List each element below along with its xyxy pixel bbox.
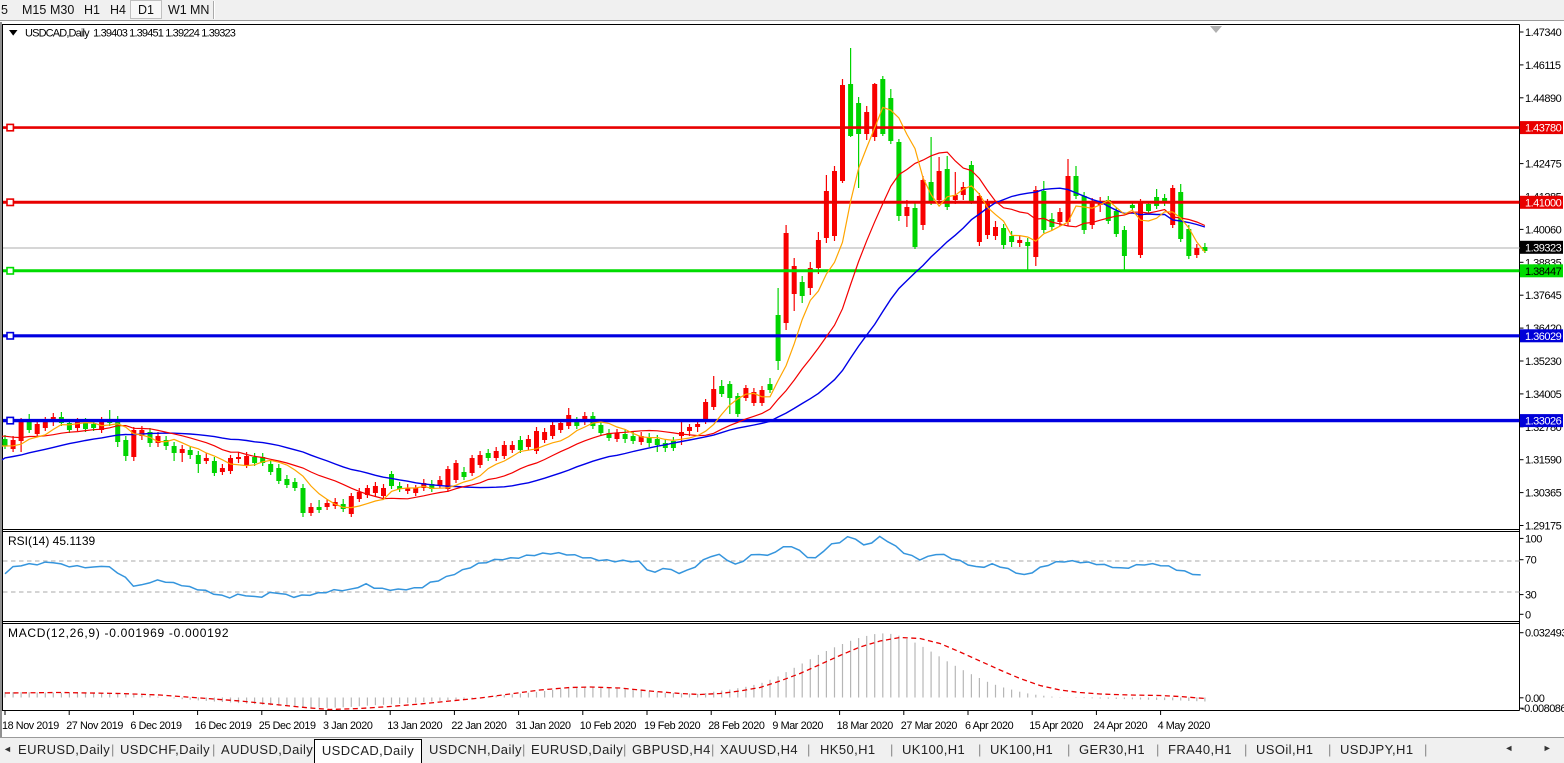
svg-text:15 Apr 2020: 15 Apr 2020 [1029,720,1083,732]
svg-text:70: 70 [1525,555,1537,567]
svg-text:10 Feb 2020: 10 Feb 2020 [580,720,637,732]
svg-text:19 Feb 2020: 19 Feb 2020 [644,720,701,732]
svg-text:9 Mar 2020: 9 Mar 2020 [772,720,823,732]
svg-text:RSI(14) 45.1139: RSI(14) 45.1139 [8,534,95,548]
svg-text:USDCAD,Daily 1.39403 1.39451: USDCAD,Daily 1.39403 1.39451 1.39224 1.3… [25,28,236,40]
svg-text:1.47340: 1.47340 [1525,27,1562,39]
svg-text:30: 30 [1525,590,1537,602]
svg-text:1.43780: 1.43780 [1525,123,1562,135]
svg-text:25 Dec 2019: 25 Dec 2019 [259,720,316,732]
svg-text:27 Nov 2019: 27 Nov 2019 [66,720,123,732]
svg-text:-0.008086: -0.008086 [1521,703,1564,715]
svg-text:6 Apr 2020: 6 Apr 2020 [965,720,1014,732]
svg-text:1.40060: 1.40060 [1525,224,1562,236]
svg-text:0.032493: 0.032493 [1525,628,1564,640]
svg-text:24 Apr 2020: 24 Apr 2020 [1093,720,1147,732]
svg-text:27 Mar 2020: 27 Mar 2020 [901,720,958,732]
svg-text:1.30365: 1.30365 [1525,488,1562,500]
svg-text:0: 0 [1525,609,1531,621]
svg-text:1.44890: 1.44890 [1525,93,1562,105]
svg-text:18 Nov 2019: 18 Nov 2019 [2,720,59,732]
svg-text:1.46115: 1.46115 [1525,60,1561,72]
svg-text:16 Dec 2019: 16 Dec 2019 [195,720,252,732]
svg-text:0.00: 0.00 [1525,693,1545,705]
svg-text:1.31590: 1.31590 [1525,455,1562,467]
svg-text:28 Feb 2020: 28 Feb 2020 [708,720,765,732]
svg-text:13 Jan 2020: 13 Jan 2020 [387,720,442,732]
svg-text:MACD(12,26,9) -0.001969 -0.000: MACD(12,26,9) -0.001969 -0.000192 [8,626,229,640]
svg-text:1.29175: 1.29175 [1525,521,1562,533]
svg-text:1.34005: 1.34005 [1525,389,1562,401]
svg-text:6 Dec 2019: 6 Dec 2019 [130,720,182,732]
svg-text:1.37645: 1.37645 [1525,290,1562,302]
svg-text:4 May 2020: 4 May 2020 [1158,720,1211,732]
svg-text:1.33026: 1.33026 [1525,416,1562,428]
svg-text:1.38447: 1.38447 [1525,266,1562,278]
svg-text:31 Jan 2020: 31 Jan 2020 [516,720,571,732]
svg-text:22 Jan 2020: 22 Jan 2020 [451,720,506,732]
svg-text:100: 100 [1525,533,1542,545]
svg-text:1.36029: 1.36029 [1525,331,1562,343]
svg-text:1.39323: 1.39323 [1525,242,1562,254]
svg-text:18 Mar 2020: 18 Mar 2020 [837,720,894,732]
svg-text:1.42475: 1.42475 [1525,159,1562,171]
svg-text:1.35230: 1.35230 [1525,356,1562,368]
svg-text:1.41000: 1.41000 [1525,197,1562,209]
svg-text:3 Jan 2020: 3 Jan 2020 [323,720,373,732]
